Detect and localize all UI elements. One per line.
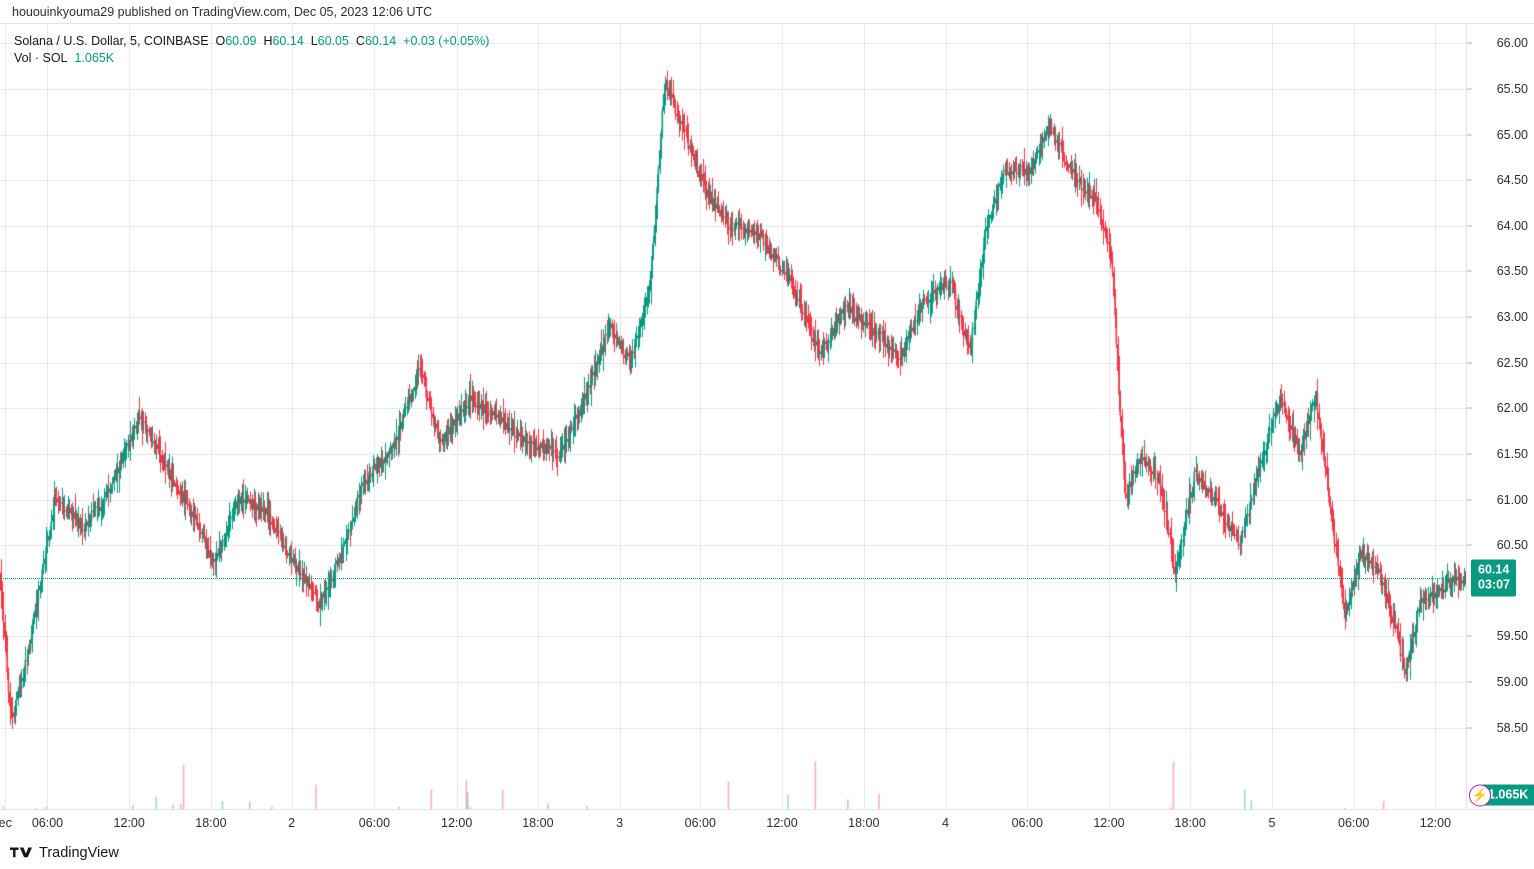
legend-open-value: 60.09 [225,34,257,48]
price-axis-tick [1467,134,1472,135]
current-price-value: 60.14 [1478,562,1510,577]
price-axis-tick [1467,225,1472,227]
legend-low-label: L [310,34,318,48]
footer-branding: TradingView [0,837,1534,869]
price-axis-tick [1467,362,1472,364]
time-axis-label: 06:00 [358,816,391,830]
price-axis-label: 65.00 [1496,127,1528,142]
publisher-byline: hououinkyouma29 published on TradingView… [0,0,1534,24]
price-axis-label: 61.50 [1496,446,1528,461]
price-axis-label: 62.00 [1496,401,1528,416]
chart-pane[interactable] [0,25,1466,809]
price-axis-label: 66.00 [1496,36,1528,51]
chart-legend: Solana / U.S. Dollar, 5, COINBASE O60.09… [14,33,489,67]
price-axis-label: 58.50 [1496,720,1528,735]
price-axis-tick [1467,407,1472,409]
price-axis-tick [1467,681,1472,683]
price-axis-label: 63.50 [1496,264,1528,279]
price-axis-label: 62.50 [1496,355,1528,370]
current-price-line [0,577,1466,579]
price-axis-label: 64.50 [1496,173,1528,188]
volume-value-badge[interactable]: ⚡ 1.065K [1469,784,1534,806]
price-axis-label: 61.00 [1496,492,1528,507]
legend-symbol[interactable]: Solana / U.S. Dollar, 5, COINBASE [14,34,209,48]
candlestick-canvas[interactable] [0,25,1466,809]
legend-volume-title[interactable]: Vol · SOL [14,51,68,65]
price-axis-label: 63.00 [1496,310,1528,324]
time-axis-label: 12:00 [1093,816,1125,830]
price-axis-tick [1467,42,1472,44]
time-axis-label: 06:00 [1338,816,1370,830]
time-axis-label: 18:00 [522,816,554,830]
price-axis-tick [1467,453,1472,455]
price-axis-label: 60.50 [1496,538,1528,553]
time-axis-label: 5 [1268,816,1276,830]
time-axis-label: 4 [942,816,949,830]
time-axis-label: 06:00 [1011,816,1043,830]
price-axis-tick [1467,270,1472,272]
legend-change-percent: (+0.05%) [438,34,490,48]
price-axis-tick [1467,88,1472,90]
price-axis-tick [1467,499,1472,500]
time-axis-label: 18:00 [195,816,227,830]
price-axis-label: 64.00 [1496,218,1528,233]
time-axis-label: ec [0,816,12,830]
current-price-time: 03:07 [1478,577,1510,592]
legend-open-label: O [215,34,226,48]
price-axis-tick [1467,635,1472,637]
price-axis[interactable]: 60.14 03:07 ⚡ 1.065K 66.00 65.50 65.00 64.5… [1466,25,1534,809]
price-axis-label: 59.00 [1496,675,1528,689]
time-axis-label: 3 [616,816,624,830]
lightning-bolt-icon: ⚡ [1469,784,1491,806]
volume-badge-value: 1.065K [1488,787,1529,802]
time-axis-label: 06:00 [684,816,716,830]
legend-change: +0.03 [403,34,435,48]
byline-text: hououinkyouma29 published on TradingView… [12,4,433,19]
legend-volume-value: 1.065K [74,51,115,65]
time-axis[interactable]: ec 06:00 12:00 18:00 2 06:00 12:00 18:00 3 06:00 1… [0,809,1534,837]
price-axis-tick [1467,727,1472,729]
tradingview-wordmark: TradingView [39,845,119,861]
price-axis-tick [1467,316,1472,318]
current-price-badge[interactable]: 60.14 03:07 [1471,559,1516,597]
time-axis-label: 18:00 [1174,816,1206,830]
time-axis-label: 2 [288,816,296,830]
price-axis-tick [1467,179,1472,181]
time-axis-label: 12:00 [766,816,798,830]
time-axis-label: 18:00 [848,816,880,830]
legend-high-label: H [263,34,273,48]
time-axis-label: 06:00 [31,816,64,830]
time-axis-label: 12:00 [441,816,473,830]
price-axis-label: 65.50 [1496,81,1528,96]
legend-high-value: 60.14 [272,34,304,48]
time-axis-label: 12:00 [1419,816,1452,830]
time-axis-label: 12:00 [113,816,145,830]
legend-close-label: C [355,34,365,48]
legend-close-value: 60.14 [364,34,397,48]
tradingview-logo-icon [10,847,32,858]
legend-ohlc-row: Solana / U.S. Dollar, 5, COINBASE O60.09… [14,33,489,50]
price-axis-label: 59.50 [1496,629,1528,644]
legend-low-value: 60.05 [317,34,349,48]
legend-volume-row: Vol · SOL 1.065K [14,50,489,67]
price-axis-tick [1467,544,1472,546]
